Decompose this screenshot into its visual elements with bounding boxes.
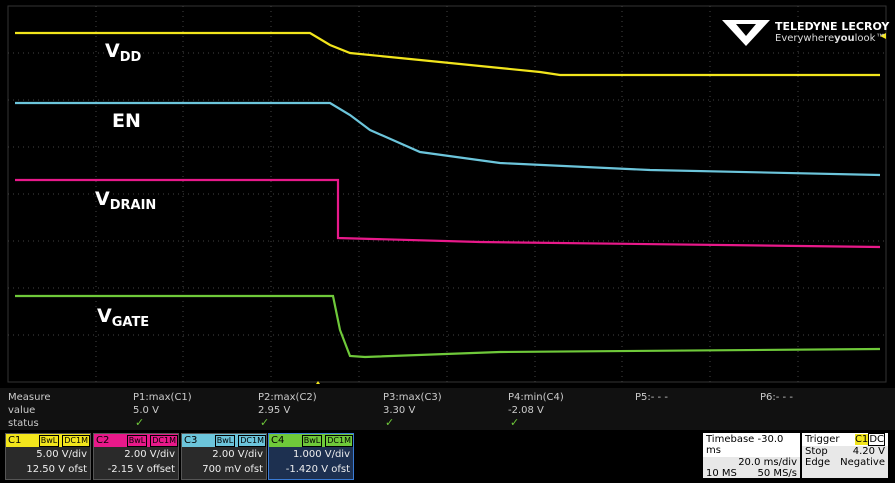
channel-coupling: DC1M xyxy=(238,434,266,447)
measure-value: 2.95 V xyxy=(258,405,291,416)
channel-id: C1 xyxy=(8,435,22,446)
channel-header: C4 BwL DC1M xyxy=(269,434,353,447)
measure-header: P5:- - - xyxy=(635,392,668,403)
trace-c4 xyxy=(15,294,881,359)
measure-header: P1:max(C1) xyxy=(133,392,192,403)
measure-status: status xyxy=(8,418,39,429)
channel-bw: BwL xyxy=(301,434,323,447)
measure-value: 5.0 V xyxy=(133,405,159,416)
channel-coupling: DC1M xyxy=(325,434,353,447)
timebase-rate: 20.0 ms/div xyxy=(738,457,797,468)
measure-value: -2.08 V xyxy=(508,405,544,416)
channel-id: C4 xyxy=(271,435,285,446)
channel-vdiv: 5.00 V/div xyxy=(36,449,87,460)
timebase-box[interactable]: Timebase -30.0 ms 20.0 ms/div 10 MS 50 MS… xyxy=(703,433,800,479)
channel-bw: BwL xyxy=(126,434,148,447)
channel-coupling: DC1M xyxy=(150,434,178,447)
measure-header: P3:max(C3) xyxy=(383,392,442,403)
channel-header: C2 BwL DC1M xyxy=(94,434,178,447)
channel-offset: -1.420 V ofst xyxy=(285,464,350,475)
timebase-samples: 10 MS xyxy=(706,468,737,479)
measure-header: P6:- - - xyxy=(760,392,793,403)
status-check: ✓ xyxy=(385,416,395,429)
trigger-slope: Negative xyxy=(840,457,885,468)
status-check: ✓ xyxy=(135,416,145,429)
channel-coupling: DC1M xyxy=(62,434,90,447)
trace-c3 xyxy=(15,101,881,177)
channel-bw: BwL xyxy=(214,434,236,447)
trace-label: EN xyxy=(112,110,141,132)
trace-label: VDD xyxy=(105,40,142,65)
channel-box[interactable]: C1 BwL DC1M 5.00 V/div 12.50 V ofst xyxy=(5,433,91,480)
channel-header: C3 BwL DC1M xyxy=(182,434,266,447)
measure-value: value xyxy=(8,405,36,416)
channel-offset: 12.50 V ofst xyxy=(26,464,87,475)
graticule xyxy=(7,5,887,384)
trigger-mode: Stop xyxy=(805,446,828,457)
channel-header: C1 BwL DC1M xyxy=(6,434,90,447)
status-check: ✓ xyxy=(510,416,520,429)
channel-id: C2 xyxy=(96,435,110,446)
trigger-type: Edge xyxy=(805,457,831,468)
trace-c1 xyxy=(15,31,880,77)
trigger-cpl: DC xyxy=(868,433,885,446)
channel-bw: BwL xyxy=(38,434,60,447)
status-check: ✓ xyxy=(260,416,270,429)
channel-offset: 700 mV ofst xyxy=(202,464,263,475)
trace-label: VGATE xyxy=(97,305,150,330)
channel-box[interactable]: C2 BwL DC1M 2.00 V/div -2.15 V offset xyxy=(93,433,179,480)
channel-vdiv: 2.00 V/div xyxy=(124,449,175,460)
timebase-title: Timebase -30.0 ms xyxy=(703,433,800,457)
trigger-level: 4.20 V xyxy=(852,446,885,457)
channel-offset: -2.15 V offset xyxy=(107,464,175,475)
trigger-title: Trigger xyxy=(805,434,840,445)
logo-mark xyxy=(722,20,770,46)
trigger-box[interactable]: Trigger C1DC Stop 4.20 V Edge Negative xyxy=(802,433,888,478)
logo-tagline: Everywhereyoulook™ xyxy=(775,33,886,44)
trigger-src: C1 xyxy=(854,434,869,445)
channel-box[interactable]: C3 BwL DC1M 2.00 V/div 700 mV ofst xyxy=(181,433,267,480)
channel-vdiv: 2.00 V/div xyxy=(212,449,263,460)
channel-id: C3 xyxy=(184,435,198,446)
measure-header: P2:max(C2) xyxy=(258,392,317,403)
timebase-srate: 50 MS/s xyxy=(757,468,797,479)
measure-value: 3.30 V xyxy=(383,405,416,416)
channel-box[interactable]: C4 BwL DC1M 1.000 V/div -1.420 V ofst xyxy=(268,433,354,480)
measure-header: P4:min(C4) xyxy=(508,392,564,403)
measure-header: Measure xyxy=(8,392,51,403)
trace-label: VDRAIN xyxy=(95,188,157,213)
measure-panel xyxy=(0,388,895,430)
logo-brand: TELEDYNE LECROY xyxy=(775,20,890,33)
trace-c2 xyxy=(15,178,881,249)
channel-vdiv: 1.000 V/div xyxy=(292,449,350,460)
